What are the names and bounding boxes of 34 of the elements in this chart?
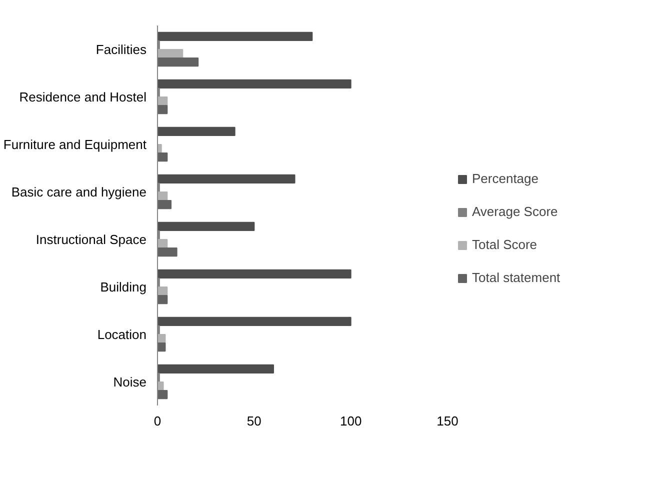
bar [158,126,236,136]
bar [158,390,168,400]
legend-label: Average Score [472,204,558,219]
y-tick-label: Building [100,279,147,294]
bar [158,248,178,257]
bar [158,222,255,231]
bar [158,381,164,391]
legend-label: Total Score [472,237,538,252]
bar [158,316,352,326]
legend-label: Percentage [472,171,538,186]
x-tick-label: 150 [436,414,458,428]
bar [158,105,168,114]
y-tick-label: Residence and Hostel [19,89,147,104]
legend-label: Total statement [472,270,560,285]
bar [158,58,199,67]
y-tick-label: Facilities [96,42,147,57]
bar [158,269,352,278]
bar [158,152,168,162]
bar [158,200,172,210]
x-tick-label: 50 [246,414,262,428]
bar [158,79,352,88]
y-tick-label: Noise [113,374,147,390]
y-tick-label: Furniture and Equipment [3,136,147,152]
bar [158,342,166,352]
bar [158,174,296,184]
x-tick-label: 0 [154,414,162,428]
bar [158,32,313,41]
bar [158,48,184,58]
y-tick-label: Basic care and hygiene [11,184,147,200]
x-tick-label: 100 [340,414,362,428]
bar [158,364,274,374]
bar [158,295,168,304]
y-tick-label: Instructional Space [36,232,147,247]
y-tick-label: Location [97,326,147,342]
